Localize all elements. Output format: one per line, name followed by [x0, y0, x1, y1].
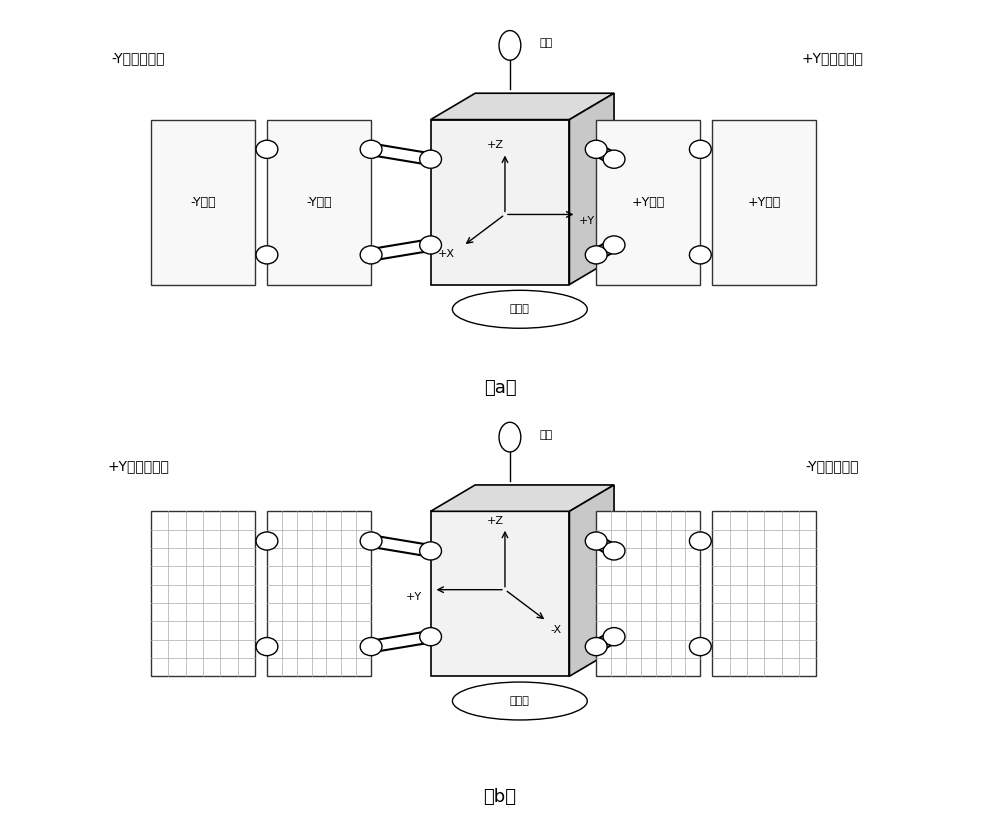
Circle shape	[585, 246, 607, 264]
Bar	[431, 511, 569, 676]
Circle shape	[256, 140, 278, 158]
Polygon shape	[569, 485, 614, 676]
Circle shape	[420, 627, 441, 646]
Circle shape	[256, 532, 278, 550]
Text: +Z: +Z	[487, 516, 504, 526]
Text: -Y太阳翅正面: -Y太阳翅正面	[805, 459, 859, 473]
Circle shape	[603, 150, 625, 168]
Text: -Y外板: -Y外板	[190, 196, 216, 208]
Text: -Y太阳翅背面: -Y太阳翅背面	[111, 51, 165, 65]
Text: 天线: 天线	[540, 430, 553, 440]
Bar	[151, 120, 255, 285]
Text: +Y太阳翅正面: +Y太阳翅正面	[107, 459, 169, 473]
Text: +Y外板: +Y外板	[748, 196, 781, 208]
Ellipse shape	[452, 291, 587, 328]
Circle shape	[360, 246, 382, 264]
Text: -X: -X	[551, 625, 562, 635]
Bar	[151, 511, 255, 676]
Bar	[596, 120, 700, 285]
Circle shape	[360, 532, 382, 550]
Text: +Y: +Y	[578, 217, 594, 227]
Bar	[596, 511, 700, 676]
Bar	[267, 120, 371, 285]
Bar	[431, 120, 569, 285]
Polygon shape	[431, 93, 614, 120]
Circle shape	[420, 150, 441, 168]
Text: （b）: （b）	[484, 789, 516, 806]
Circle shape	[256, 637, 278, 656]
Circle shape	[420, 541, 441, 560]
Text: +Y内板: +Y内板	[632, 196, 665, 208]
Text: -Y内板: -Y内板	[306, 196, 332, 208]
Circle shape	[689, 532, 711, 550]
Bar	[712, 120, 816, 285]
Circle shape	[689, 246, 711, 264]
Bar	[712, 511, 816, 676]
Text: +Y: +Y	[406, 591, 422, 601]
Text: （a）: （a）	[484, 379, 516, 397]
Text: +X: +X	[438, 249, 455, 259]
Circle shape	[585, 532, 607, 550]
Circle shape	[360, 140, 382, 158]
Ellipse shape	[452, 682, 587, 720]
Text: +Z: +Z	[487, 141, 504, 151]
Text: 对接环: 对接环	[510, 696, 530, 706]
Text: 对接环: 对接环	[510, 304, 530, 314]
Polygon shape	[569, 93, 614, 285]
Circle shape	[256, 246, 278, 264]
Text: +Y太阳翅背面: +Y太阳翅背面	[801, 51, 863, 65]
Circle shape	[420, 236, 441, 254]
Circle shape	[689, 140, 711, 158]
Circle shape	[603, 236, 625, 254]
Circle shape	[360, 637, 382, 656]
Circle shape	[603, 627, 625, 646]
Circle shape	[689, 637, 711, 656]
Polygon shape	[431, 485, 614, 511]
Circle shape	[585, 637, 607, 656]
Circle shape	[585, 140, 607, 158]
Circle shape	[603, 541, 625, 560]
Text: 天线: 天线	[540, 38, 553, 48]
Bar	[267, 511, 371, 676]
